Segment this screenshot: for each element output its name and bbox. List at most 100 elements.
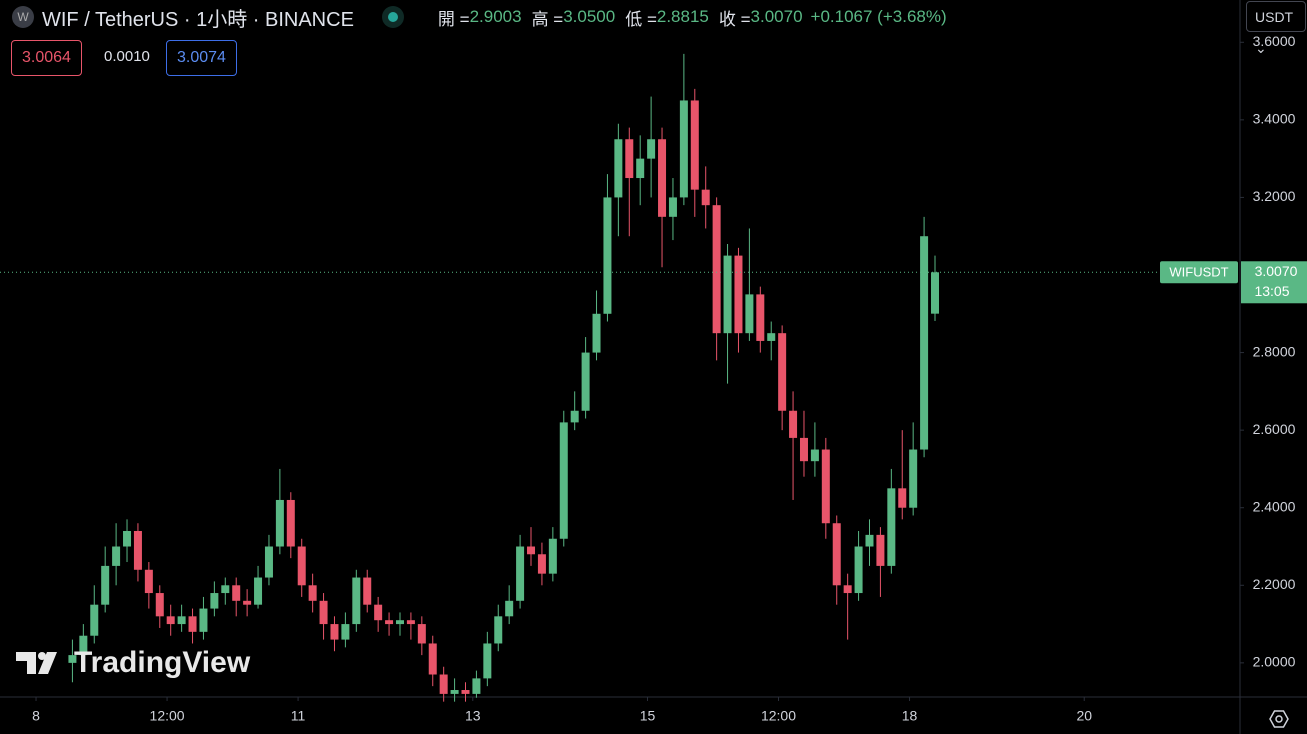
close-label: 收 =: [718, 9, 751, 29]
status-dot: [387, 12, 398, 22]
settings-icon[interactable]: [1269, 710, 1289, 728]
x-tick-label: 18: [902, 708, 918, 724]
candle-body: [778, 333, 787, 411]
candle-body: [821, 449, 830, 524]
candle-body: [516, 546, 525, 601]
candle-body: [330, 624, 339, 640]
candle-body: [341, 624, 350, 640]
header: W WIF / TetherUS · 1小時 · BINANCE 開 = 2.90…: [12, 4, 947, 31]
candle-body: [133, 530, 142, 570]
candle-body: [898, 488, 907, 508]
candle-body: [395, 620, 404, 625]
watermark: TradingView: [16, 646, 250, 680]
candle-body: [144, 569, 153, 594]
x-tick-label: 8: [32, 708, 40, 724]
candle-body: [221, 585, 230, 594]
y-tick-label: 3.4000: [1253, 111, 1296, 127]
candle-body: [450, 690, 459, 694]
candle-body: [286, 499, 295, 547]
symbol[interactable]: WIF / TetherUS · 1小時 · BINANCE: [42, 8, 354, 31]
candle-body: [931, 272, 940, 314]
candle-body: [636, 158, 645, 179]
candle-body: [865, 534, 874, 547]
price-axis-box: [1241, 261, 1307, 304]
candle-body: [668, 197, 677, 217]
candle-body: [581, 352, 590, 411]
candle-body: [472, 678, 481, 694]
high-value: 3.0500: [563, 7, 616, 26]
candle-body: [439, 674, 448, 694]
low-value: 2.8815: [656, 7, 709, 26]
x-tick-label: 12:00: [761, 708, 796, 724]
candle-body: [68, 655, 77, 663]
candle-body: [614, 139, 623, 198]
candle-body: [210, 593, 219, 609]
x-tick-label: 20: [1076, 708, 1092, 724]
candle-body: [799, 437, 808, 462]
candle-body: [79, 635, 88, 656]
open-value: 2.9003: [469, 7, 522, 26]
price-name-box: [1160, 261, 1238, 284]
candle-body: [428, 643, 437, 675]
candle-body: [701, 189, 710, 206]
y-tick-label: 2.6000: [1253, 421, 1296, 437]
candle-body: [548, 538, 557, 574]
y-tick-label: 2.8000: [1253, 343, 1296, 359]
candle-body: [537, 554, 546, 574]
x-tick-label: 11: [291, 708, 306, 724]
candle-body: [767, 333, 776, 341]
candle-body: [243, 600, 252, 605]
candle-body: [559, 422, 568, 539]
candle-body: [789, 410, 798, 438]
candle-body: [712, 205, 721, 334]
currency: USDT: [1255, 9, 1293, 25]
candle-body: [920, 236, 929, 450]
candle-body: [90, 604, 99, 636]
candle-body: [199, 608, 208, 632]
candle-body: [887, 488, 896, 566]
candle-body: [505, 600, 514, 617]
price-name: WIFUSDT: [1169, 265, 1228, 280]
candle-body: [363, 577, 372, 605]
candle-body: [592, 313, 601, 353]
candle-body: [177, 616, 186, 625]
candle-body: [756, 294, 765, 341]
candle-body: [417, 624, 426, 644]
close-value: 3.0070: [750, 7, 803, 26]
candle-body: [723, 255, 732, 334]
candle-body: [166, 616, 175, 625]
low-label: 低 =: [625, 9, 657, 29]
buy-button[interactable]: 3.0074: [166, 40, 237, 76]
price-label: 3.0070: [1255, 263, 1298, 279]
candle-body: [483, 643, 492, 679]
candle-body: [810, 449, 819, 462]
currency-selector[interactable]: USDT ⌄: [1246, 1, 1306, 56]
candle-body: [264, 546, 273, 578]
candle-body: [112, 546, 121, 566]
candle-body: [843, 585, 852, 594]
y-tick-label: 3.6000: [1253, 33, 1296, 49]
sell-button[interactable]: 3.0064: [11, 40, 82, 76]
y-tick-label: 2.2000: [1253, 576, 1296, 592]
candle-body: [909, 449, 918, 508]
change: +0.1067 (+3.68%): [810, 7, 947, 26]
candle-body: [876, 534, 885, 566]
candle-body: [854, 546, 863, 594]
logo: [16, 652, 57, 674]
spread: 0.0010: [104, 48, 150, 65]
candle-body: [275, 499, 284, 547]
candle-body: [658, 139, 667, 217]
candle-body: [374, 604, 383, 621]
candle-body: [527, 546, 536, 555]
price-countdown: 13:05: [1254, 283, 1289, 299]
candle-body: [690, 100, 699, 190]
y-tick-label: 2.4000: [1253, 498, 1296, 514]
candle-body: [832, 523, 841, 586]
candle-body: [625, 139, 634, 179]
x-tick-label: 15: [640, 708, 656, 724]
open-label: 開 =: [437, 9, 470, 29]
candle-body: [570, 410, 579, 423]
candle-body: [647, 139, 656, 159]
